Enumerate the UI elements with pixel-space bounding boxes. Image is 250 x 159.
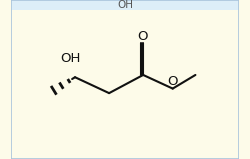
Text: OH: OH	[117, 0, 133, 10]
Text: OH: OH	[60, 52, 81, 65]
Text: O: O	[168, 75, 178, 88]
Text: O: O	[137, 30, 147, 43]
FancyBboxPatch shape	[12, 0, 238, 10]
